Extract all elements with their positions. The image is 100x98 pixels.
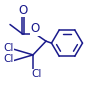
Text: O: O [30,22,40,35]
Text: Cl: Cl [3,43,14,53]
Text: Cl: Cl [32,69,42,79]
Text: Cl: Cl [3,54,14,64]
Text: O: O [18,4,28,17]
